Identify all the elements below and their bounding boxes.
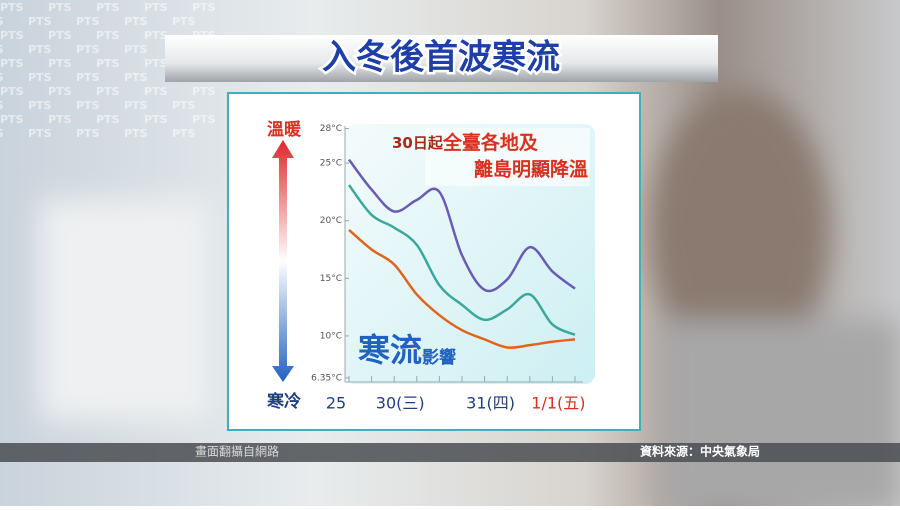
watermark-text: PTS [96, 1, 120, 14]
watermark-text: PTS [124, 127, 148, 140]
y-tick-label: 10°C [320, 331, 342, 341]
annotation-small: 影響 [422, 347, 456, 368]
watermark-text: PTS [76, 71, 100, 84]
watermark-text: PTS [144, 85, 168, 98]
footer-left: 畫面翻攝自網路 [195, 444, 279, 459]
series-line [347, 184, 576, 336]
watermark-text: PTS [0, 127, 4, 140]
watermark-text: PTS [124, 15, 148, 28]
watermark-text: PTS [0, 71, 4, 84]
plot: 28°C 25°C 20°C 15°C 10°C 6.35°C 25 30(三) 31(四) 1/… [311, 124, 585, 413]
watermark-text: PTS [0, 29, 24, 42]
watermark-text: PTS [48, 1, 72, 14]
series-line [348, 228, 576, 349]
watermark-text: PTS [144, 57, 168, 70]
cold-label: 寒冷 [267, 391, 301, 412]
annotation-large: 離島明顯降溫 [474, 158, 588, 181]
watermark-text: PTS [76, 99, 100, 112]
watermark-text: PTS [0, 85, 24, 98]
watermark-text: PTS [0, 113, 24, 126]
watermark-text: PTS [144, 113, 168, 126]
title-bar [165, 35, 718, 82]
watermark-text: PTS [96, 57, 120, 70]
watermark-text: PTS [0, 15, 4, 28]
watermark-text: PTS [124, 71, 148, 84]
watermark-text: PTS [96, 29, 120, 42]
annotation: 30日起全臺各地及 [392, 131, 539, 154]
watermark-text: PTS [124, 43, 148, 56]
watermark-text: PTS [124, 99, 148, 112]
watermark-text: PTS [96, 85, 120, 98]
watermark-text: PTS [192, 113, 216, 126]
warm-label: 溫暖 [267, 119, 302, 140]
watermark-text: PTS [76, 127, 100, 140]
annotation-box [425, 128, 590, 186]
watermark-text: PTS [172, 99, 196, 112]
title: 入冬後首波寒流 [322, 38, 560, 78]
watermark-text: PTS [96, 113, 120, 126]
watermark-text: PTS [192, 1, 216, 14]
blurred-photo [40, 90, 900, 510]
watermark-text: PTS [172, 15, 196, 28]
series-line [348, 158, 576, 293]
y-tick-label: 15°C [320, 274, 342, 284]
watermark-text: PTS [144, 1, 168, 14]
x-tick-label: 25 [326, 394, 346, 413]
y-tick-label: 6.35°C [311, 374, 342, 384]
x-tick-label: 1/1(五) [531, 394, 585, 413]
watermark-text: PTS [48, 85, 72, 98]
watermark-text: PTS [192, 85, 216, 98]
x-tick-label: 31(四) [466, 394, 515, 413]
annotation: 寒流影響 [358, 331, 456, 369]
y-tick-label: 28°C [320, 124, 342, 134]
watermark-text: PTS [76, 15, 100, 28]
watermark-text: PTS [76, 43, 100, 56]
watermark-text: PTS [28, 15, 52, 28]
watermark-text: PTS [0, 99, 4, 112]
watermark-text: PTS [48, 29, 72, 42]
annotation-large: 全臺各地及 [442, 131, 539, 154]
watermark-text: PTS [0, 57, 24, 70]
annotation-large: 寒流 [358, 331, 422, 369]
y-tick-label: 20°C [320, 216, 342, 226]
y-tick-label: 25°C [320, 159, 342, 169]
annotation-small: 30日起 [392, 134, 444, 152]
watermark-text: PTS [144, 29, 168, 42]
plot-area [345, 124, 595, 384]
thermometer-arrow [272, 140, 294, 382]
watermark-text: PTS [28, 127, 52, 140]
watermark-text: PTS [28, 99, 52, 112]
watermark-text: PTS [28, 71, 52, 84]
watermark-text: PTS [172, 127, 196, 140]
x-tick-label: 30(三) [376, 394, 425, 413]
watermark-text: PTS [0, 1, 24, 14]
watermark-text: PTS [48, 113, 72, 126]
watermark-text: PTS [0, 43, 4, 56]
watermark-text: PTS [28, 43, 52, 56]
watermark-text: PTS [48, 57, 72, 70]
footer-bar [0, 443, 900, 462]
footer-right: 資料來源：中央氣象局 [640, 444, 760, 459]
